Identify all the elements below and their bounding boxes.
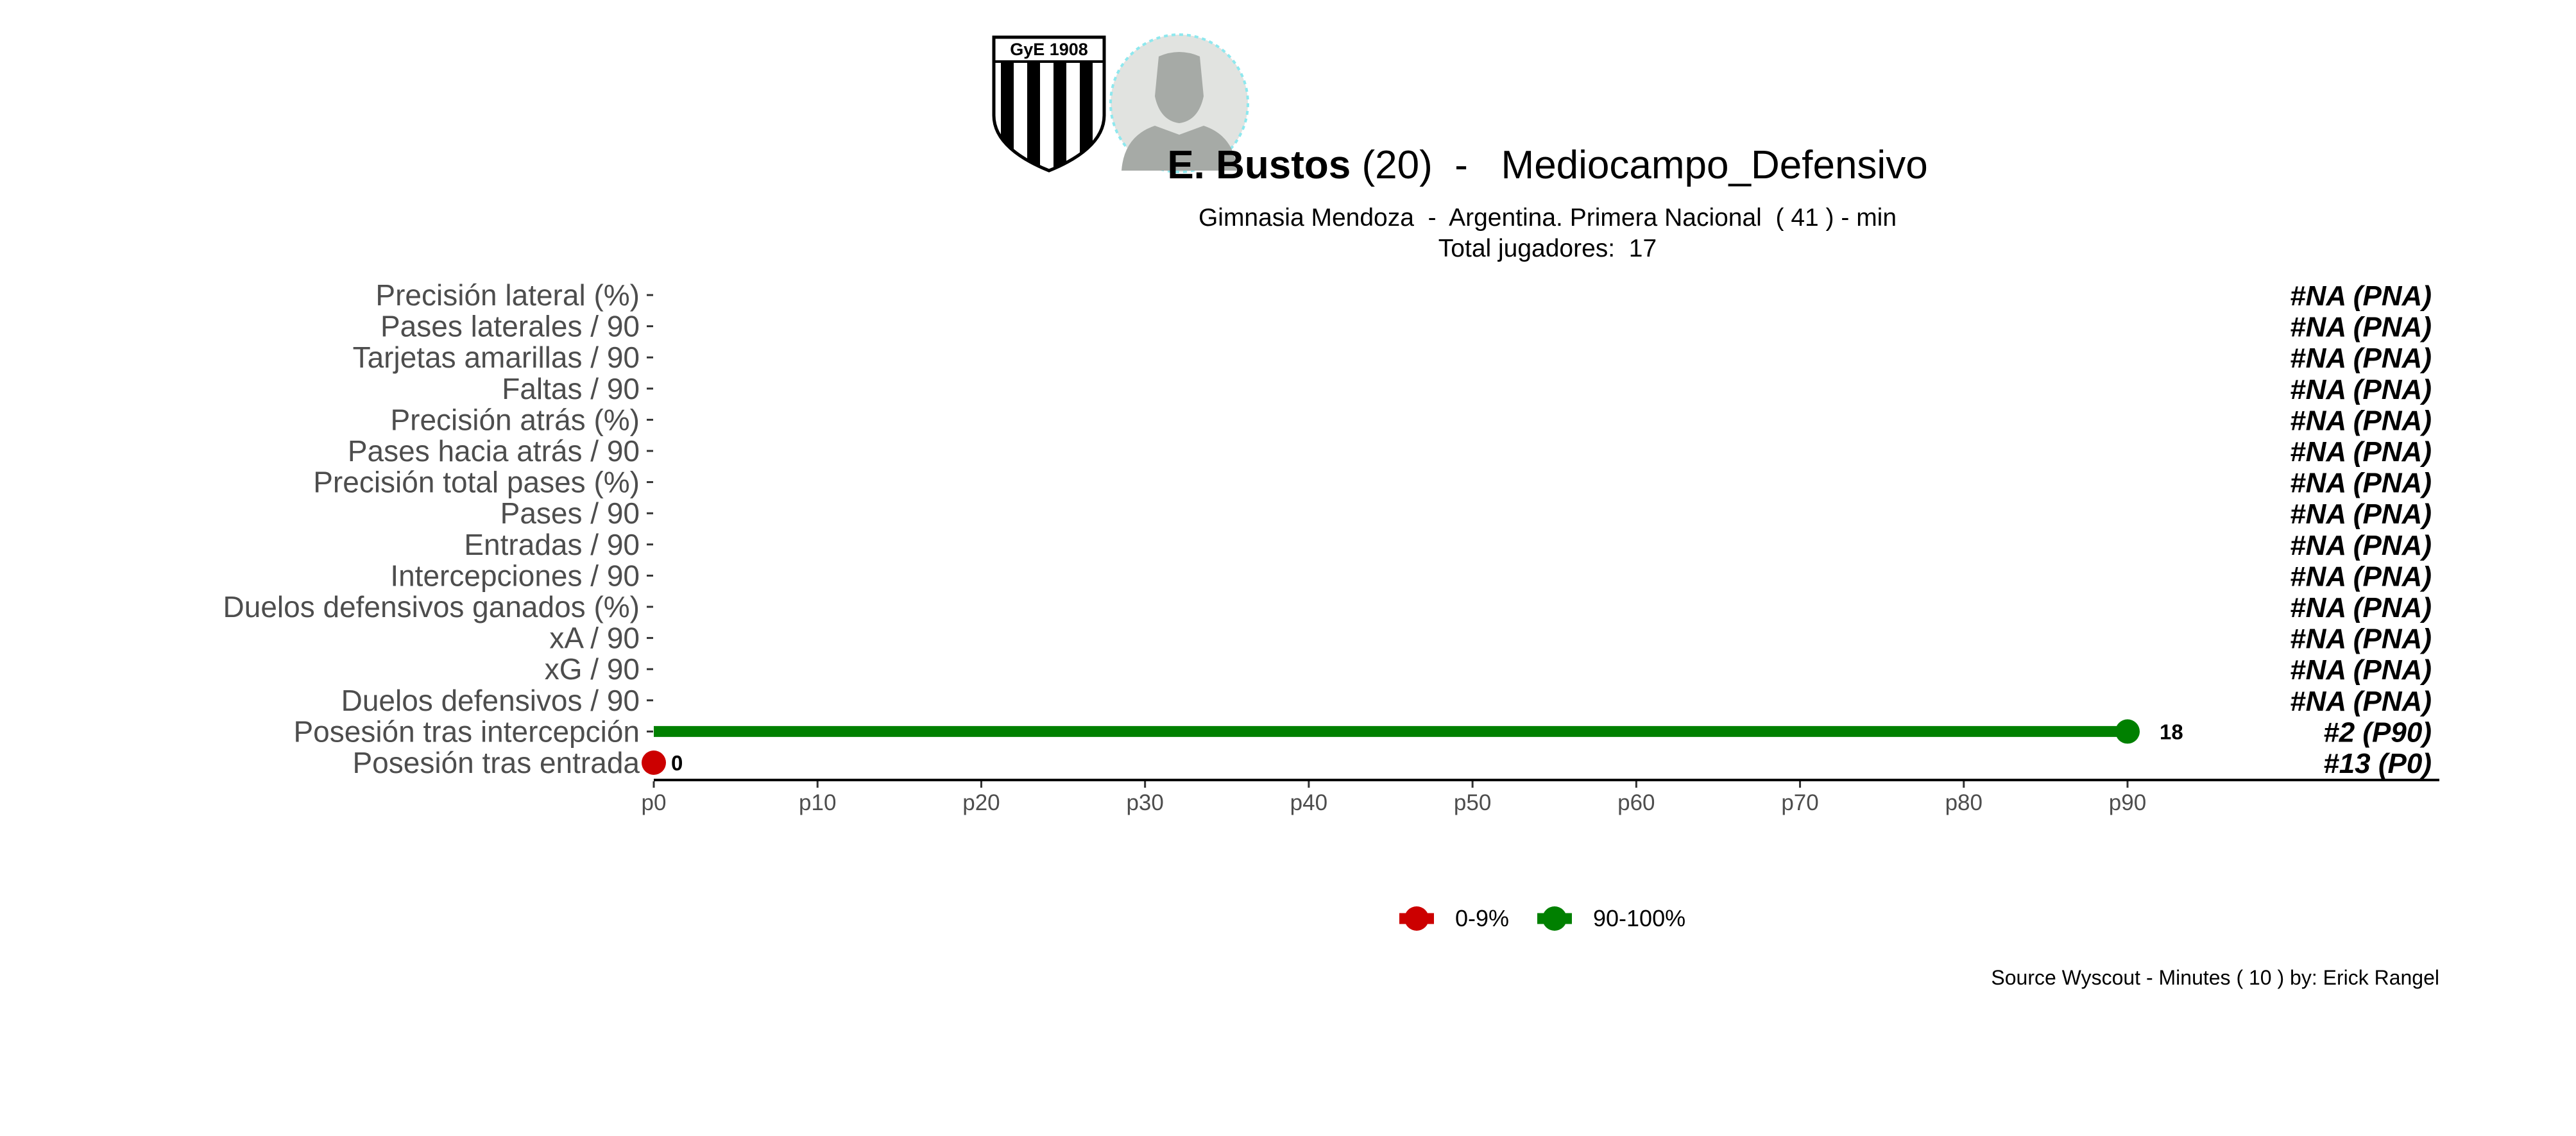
y-axis-label: Faltas / 90 <box>502 372 640 405</box>
legend-label: 90-100% <box>1593 905 1685 931</box>
legend-key-point <box>1542 906 1567 931</box>
y-axis-label: Precisión total pases (%) <box>313 466 640 499</box>
y-axis-label: Duelos defensivos / 90 <box>341 684 640 717</box>
rank-label: #NA (PNA) <box>2290 405 2432 436</box>
rank-label: #NA (PNA) <box>2290 468 2432 499</box>
lollipop-marks: 18 0 <box>642 719 2183 775</box>
x-tick-label: p0 <box>642 790 667 815</box>
rank-label: #NA (PNA) <box>2290 654 2432 686</box>
player-name: E. Bustos <box>1167 143 1351 187</box>
rank-label: #NA (PNA) <box>2290 280 2432 312</box>
x-tick-label: p80 <box>1945 790 1983 815</box>
x-tick-label: p50 <box>1454 790 1491 815</box>
y-axis-label: xA / 90 <box>549 622 640 655</box>
x-tick-label: p40 <box>1290 790 1327 815</box>
y-axis-label: Pases hacia atrás / 90 <box>348 434 640 468</box>
lollipop-point <box>2115 719 2140 744</box>
rank-label: #NA (PNA) <box>2290 592 2432 623</box>
y-axis-labels: Precisión lateral (%)Pases laterales / 9… <box>223 278 653 779</box>
rank-label: #NA (PNA) <box>2290 312 2432 343</box>
lollipop-point <box>642 750 666 775</box>
rank-labels: #NA (PNA)#NA (PNA)#NA (PNA)#NA (PNA)#NA … <box>2290 280 2432 779</box>
y-axis-label: Posesión tras intercepción <box>293 715 640 748</box>
player-age: (20) <box>1361 143 1432 187</box>
x-tick-label: p30 <box>1126 790 1163 815</box>
title-separator: - <box>1444 143 1490 187</box>
y-axis-label: Tarjetas amarillas / 90 <box>353 341 640 374</box>
rank-label: #NA (PNA) <box>2290 343 2432 374</box>
chart-title: E. Bustos (20) - Mediocampo_Defensivo <box>1167 143 1927 187</box>
x-tick-label: p20 <box>962 790 1000 815</box>
y-axis-label: Entradas / 90 <box>464 528 640 561</box>
chart-subtitle: Gimnasia Mendoza - Argentina. Primera Na… <box>1198 204 1897 232</box>
x-axis-ticks: p0 p10 p20 p30 p40 p50 p60 p70 p80 p90 <box>642 781 2146 815</box>
club-crest-text: GyE 1908 <box>1010 40 1088 59</box>
legend-label: 0-9% <box>1455 905 1509 931</box>
rank-label: #NA (PNA) <box>2290 374 2432 405</box>
y-axis-label: Posesión tras entrada <box>353 746 640 779</box>
rank-label: #NA (PNA) <box>2290 530 2432 561</box>
rank-label: #NA (PNA) <box>2290 436 2432 468</box>
x-tick-label: p60 <box>1617 790 1655 815</box>
y-axis-label: Pases / 90 <box>500 496 640 530</box>
rank-label: #2 (P90) <box>2323 716 2432 748</box>
legend-key-point <box>1404 906 1429 931</box>
y-axis-label: Precisión lateral (%) <box>375 278 640 312</box>
x-tick-label: p10 <box>799 790 836 815</box>
value-label: 18 <box>2160 720 2183 743</box>
club-crest-logo: GyE 1908 <box>992 35 1106 173</box>
player-position: Mediocampo_Defensivo <box>1501 143 1928 187</box>
rank-label: #NA (PNA) <box>2290 623 2432 655</box>
rank-label: #NA (PNA) <box>2290 686 2432 717</box>
player-photo-placeholder <box>1109 33 1249 173</box>
value-label: 0 <box>671 751 683 775</box>
x-tick-label: p90 <box>2109 790 2146 815</box>
y-axis-label: xG / 90 <box>545 652 640 686</box>
rank-label: #NA (PNA) <box>2290 561 2432 592</box>
y-axis-label: Duelos defensivos ganados (%) <box>223 590 640 623</box>
source-caption: Source Wyscout - Minutes ( 10 ) by: Eric… <box>1991 966 2439 989</box>
y-axis-label: Precisión atrás (%) <box>390 403 640 436</box>
y-axis-label: Pases laterales / 90 <box>380 310 640 343</box>
rank-label: #NA (PNA) <box>2290 498 2432 530</box>
y-axis-label: Intercepciones / 90 <box>390 559 640 592</box>
x-tick-label: p70 <box>1781 790 1818 815</box>
rank-label: #13 (P0) <box>2323 748 2432 779</box>
chart-subtitle-total: Total jugadores: 17 <box>1438 235 1657 262</box>
legend: 0-9% 90-100% <box>1399 905 1685 931</box>
